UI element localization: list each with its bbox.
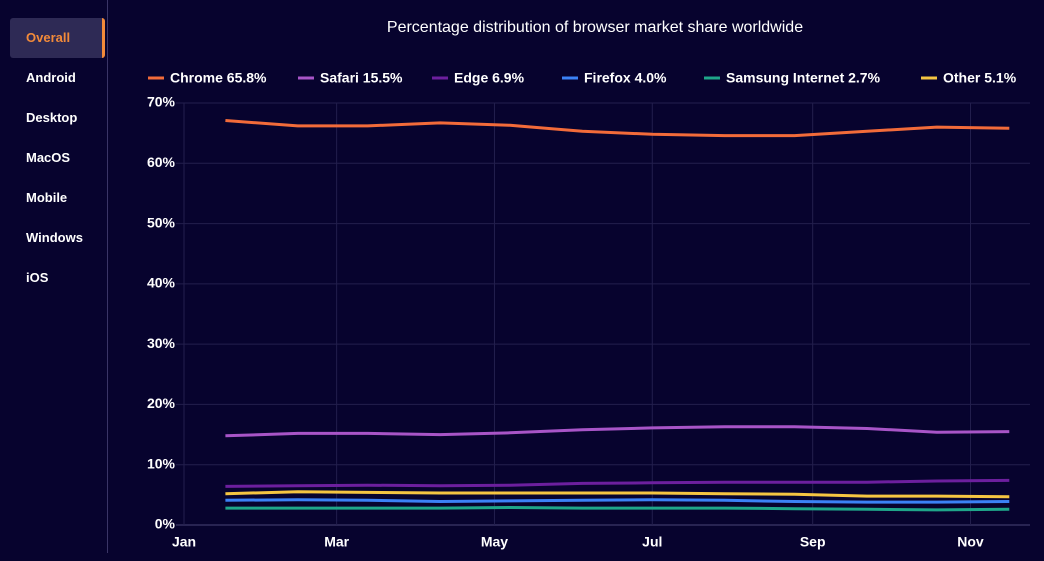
x-tick-label: May: [481, 534, 508, 550]
legend-label: Samsung Internet 2.7%: [726, 70, 881, 86]
legend-label: Safari 15.5%: [320, 70, 403, 86]
legend-label: Edge 6.9%: [454, 70, 525, 86]
y-tick-label: 70%: [147, 94, 176, 110]
series-line: [225, 490, 1010, 499]
y-tick-label: 40%: [147, 275, 176, 291]
y-tick-label: 50%: [147, 214, 176, 230]
nav-item[interactable]: Desktop: [26, 110, 78, 125]
series-line: [225, 506, 1010, 512]
y-tick-label: 60%: [147, 154, 176, 170]
nav-item[interactable]: Mobile: [26, 190, 68, 205]
series-line: [225, 498, 1010, 504]
y-tick-label: 0%: [155, 516, 176, 532]
sidebar: Overall Android Desktop MacOS Mobile Windows i…: [0, 0, 108, 553]
x-tick-label: Nov: [957, 534, 984, 550]
nav-item[interactable]: MacOS: [26, 150, 71, 165]
chart-title: Percentage distribution of browser marke…: [387, 19, 803, 36]
x-tick-label: Mar: [324, 534, 349, 550]
nav-item[interactable]: iOS: [26, 270, 49, 285]
legend-label: Other 5.1%: [943, 70, 1017, 86]
series-line: [225, 425, 1010, 438]
x-tick-label: Sep: [800, 534, 826, 550]
y-tick-label: 10%: [147, 455, 176, 471]
series-line: [225, 119, 1010, 138]
x-tick-label: Jul: [642, 534, 662, 550]
nav-item[interactable]: Windows: [26, 230, 83, 245]
x-tick-label: Jan: [172, 534, 196, 550]
nav-item[interactable]: Android: [26, 70, 76, 85]
y-tick-label: 30%: [147, 335, 176, 351]
y-tick-label: 20%: [147, 395, 176, 411]
legend-label: Chrome 65.8%: [170, 70, 267, 86]
series-line: [225, 478, 1010, 488]
nav-item[interactable]: Overall: [10, 18, 105, 58]
legend-label: Firefox 4.0%: [584, 70, 667, 86]
